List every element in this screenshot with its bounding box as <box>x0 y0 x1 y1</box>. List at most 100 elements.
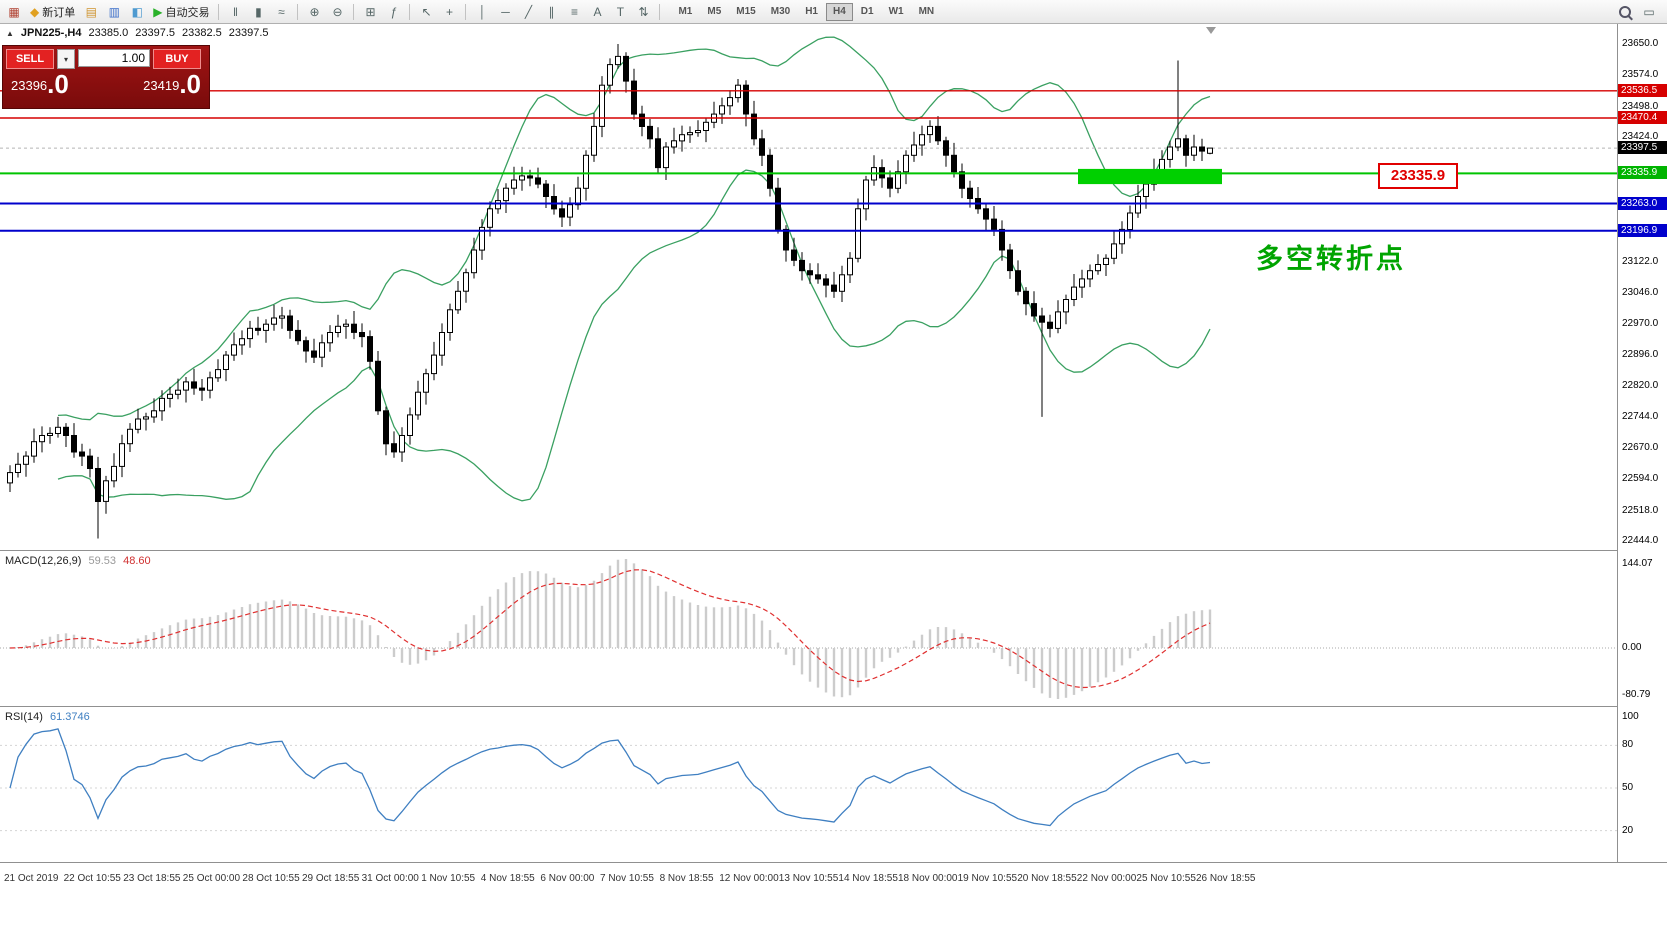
text-icon[interactable]: A <box>586 2 608 22</box>
line-chart-icon[interactable]: ≈ <box>270 2 292 22</box>
price-chart[interactable] <box>0 24 1617 550</box>
buy-button[interactable]: BUY <box>153 49 201 69</box>
timeframe-h1[interactable]: H1 <box>798 3 825 21</box>
price-axis-label: 22744.0 <box>1622 411 1659 423</box>
chat-icon[interactable]: ▭ <box>1638 2 1660 22</box>
time-axis-label: 26 Nov 18:55 <box>1196 873 1256 884</box>
autotrading-play-icon: ▶ <box>153 4 163 19</box>
timeframe-h4[interactable]: H4 <box>825 2 853 21</box>
new-order-button[interactable]: ◆ 新订单 <box>26 2 79 22</box>
candles-glyph-icon: ▮ <box>255 4 262 19</box>
rsi-panel[interactable] <box>0 707 1617 861</box>
ohlc-info: ▲ JPN225-,H4 23385.0 23397.5 23382.5 233… <box>6 27 269 39</box>
market-watch-icon[interactable]: ▥ <box>103 2 125 22</box>
time-axis-label: 1 Nov 10:55 <box>421 873 476 884</box>
navigator-icon[interactable]: ◧ <box>126 2 148 22</box>
zoom-in-icon[interactable]: ⊕ <box>303 2 325 22</box>
bar-chart-icon[interactable]: ‖ <box>224 2 246 22</box>
autotrading-button[interactable]: ▶ 自动交易 <box>149 2 213 22</box>
price-axis-label: 22820.0 <box>1622 380 1659 391</box>
price-axis-badge: 23470.4 <box>1618 111 1667 124</box>
buy-price-fraction: .0 <box>179 69 201 99</box>
time-axis: 21 Oct 2019 22 Oct 10:55 23 Oct 18:55 25 Oc… <box>0 863 1667 899</box>
panel-separator[interactable] <box>0 550 1667 551</box>
timeframe-mn[interactable]: MN <box>912 3 942 21</box>
volume-input[interactable] <box>78 49 150 67</box>
macd-main-value: 59.53 <box>88 555 117 567</box>
main-toolbar: ▦ ◆ 新订单 ▤ ▥ ◧ ▶ 自动交易 ‖ ▮ ≈ ⊕ ⊖ ⊞ ƒ ↖ + │ ─… <box>0 0 1667 24</box>
trendline-icon[interactable]: ╱ <box>517 2 539 22</box>
cursor-icon[interactable]: ↖ <box>415 2 437 22</box>
timeframe-m30[interactable]: M30 <box>764 3 797 21</box>
chart-shift-marker[interactable] <box>1206 27 1216 34</box>
time-axis-label: 29 Oct 18:55 <box>302 873 360 884</box>
panel-separator <box>0 862 1667 863</box>
arrows-icon[interactable]: ⇅ <box>632 2 654 22</box>
market-watch-glyph-icon: ▥ <box>108 4 120 19</box>
price-axis-label: 23574.0 <box>1622 69 1659 81</box>
time-axis-label: 13 Nov 10:55 <box>778 873 839 884</box>
indicators-icon[interactable]: ƒ <box>382 2 404 22</box>
close-value: 23397.5 <box>228 27 269 39</box>
function-glyph-icon: ƒ <box>390 4 397 19</box>
volume-dropdown[interactable]: ▾ <box>57 49 75 69</box>
price-axis-badge: 23536.5 <box>1618 83 1667 97</box>
time-axis-label: 31 Oct 00:00 <box>361 873 419 884</box>
price-callout[interactable]: 23335.9 <box>1378 163 1458 189</box>
price-axis-label: 23046.0 <box>1622 286 1659 298</box>
tile-glyph-icon: ⊞ <box>365 4 376 19</box>
cursor-glyph-icon: ↖ <box>421 4 432 19</box>
profiles-icon[interactable]: ▤ <box>80 2 102 22</box>
channel-icon[interactable]: ∥ <box>540 2 562 22</box>
sell-price-fraction: .0 <box>47 69 69 99</box>
sell-price-main: 23396 <box>11 78 48 93</box>
horizontal-line-icon[interactable]: ─ <box>494 2 516 22</box>
time-axis-label: 19 Nov 10:55 <box>957 873 1018 884</box>
timeframe-m1[interactable]: M1 <box>671 3 699 21</box>
macd-axis-label: -80.79 <box>1622 689 1651 700</box>
timeframe-m5[interactable]: M5 <box>700 3 728 21</box>
panel-separator[interactable] <box>0 706 1667 707</box>
price-axis: 23650.0 23574.0 23498.0 23424.0 23122.0 23046… <box>1618 24 1667 862</box>
time-axis-label: 20 Nov 18:55 <box>1017 873 1077 884</box>
time-axis-label: 18 Nov 00:00 <box>898 873 958 884</box>
time-axis-label: 6 Nov 00:00 <box>540 873 595 884</box>
trendline-glyph-icon: ╱ <box>524 4 533 19</box>
zoom-out-icon[interactable]: ⊖ <box>326 2 348 22</box>
zoom-out-glyph-icon: ⊖ <box>332 4 343 19</box>
turning-point-annotation[interactable]: 多空转折点 <box>1256 244 1406 274</box>
label-icon[interactable]: T <box>609 2 631 22</box>
chart-window-icon: ▦ <box>8 4 20 19</box>
search-icon[interactable] <box>1614 2 1636 22</box>
price-axis-badge: 23196.9 <box>1618 223 1667 237</box>
bars-glyph-icon: ‖ <box>232 4 238 19</box>
timeframe-m15[interactable]: M15 <box>729 3 762 21</box>
price-axis-label: 23122.0 <box>1622 255 1659 267</box>
price-axis-label: 22970.0 <box>1622 318 1659 330</box>
collapse-widget-icon[interactable]: ▲ <box>6 28 14 38</box>
macd-title: MACD(12,26,9) <box>5 555 82 567</box>
macd-panel[interactable] <box>0 551 1617 705</box>
price-axis-label: 23650.0 <box>1622 38 1659 49</box>
time-axis-label: 22 Oct 10:55 <box>63 873 121 884</box>
candlestick-chart-icon[interactable]: ▮ <box>247 2 269 22</box>
price-axis-label: 23498.0 <box>1622 100 1659 112</box>
sell-button[interactable]: SELL <box>6 49 54 69</box>
new-chart-icon[interactable]: ▦ <box>3 2 25 22</box>
rsi-axis-label: 100 <box>1622 711 1639 722</box>
macd-axis-label: 144.07 <box>1622 558 1653 569</box>
new-order-icon: ◆ <box>30 4 40 19</box>
trade-widget-controls: SELL ▾ BUY <box>3 46 209 72</box>
vertical-line-icon[interactable]: │ <box>471 2 493 22</box>
crosshair-icon[interactable]: + <box>438 2 460 22</box>
fibonacci-icon[interactable]: ≡ <box>563 2 585 22</box>
tile-windows-icon[interactable]: ⊞ <box>359 2 381 22</box>
time-axis-label: 7 Nov 10:55 <box>600 873 654 884</box>
new-order-label: 新订单 <box>42 6 76 19</box>
time-axis-label: 4 Nov 18:55 <box>480 873 535 884</box>
timeframe-d1[interactable]: D1 <box>854 3 881 21</box>
rsi-axis-label: 80 <box>1622 739 1634 751</box>
crosshair-glyph-icon: + <box>445 4 453 19</box>
timeframe-w1[interactable]: W1 <box>882 3 911 21</box>
time-axis-label: 8 Nov 18:55 <box>659 873 714 884</box>
